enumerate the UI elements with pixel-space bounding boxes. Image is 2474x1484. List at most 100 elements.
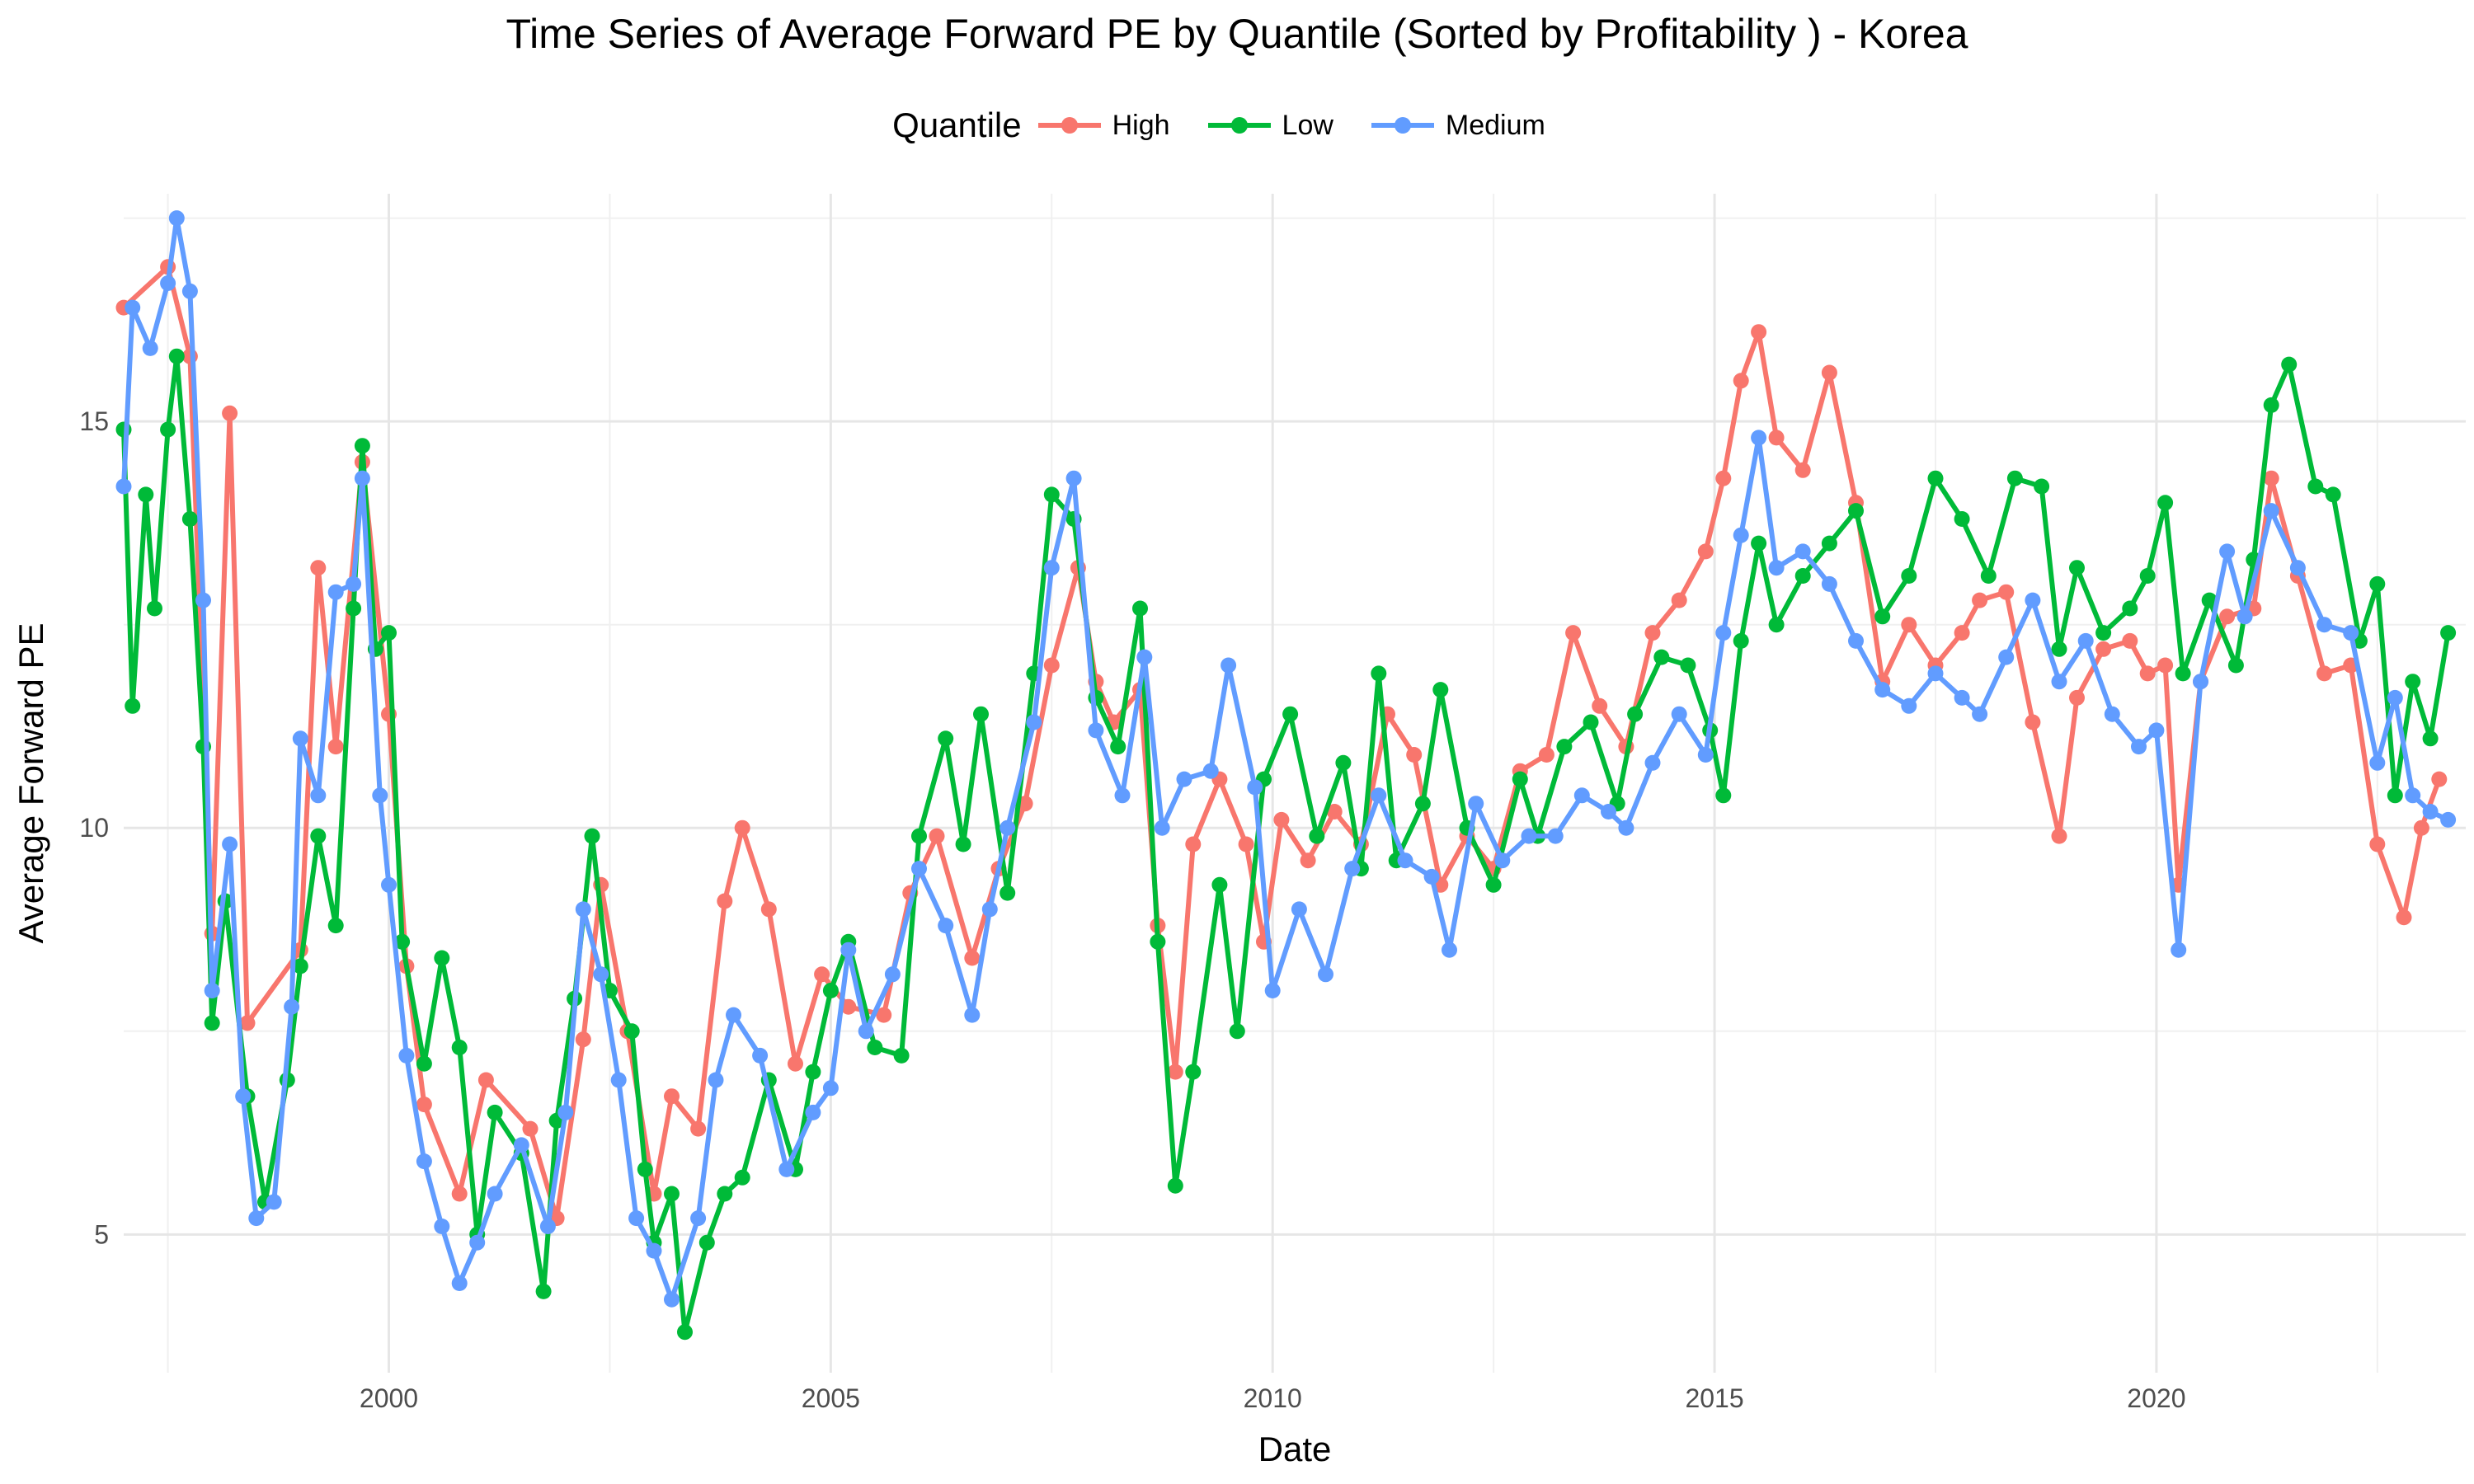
- data-point-medium: [2025, 592, 2041, 608]
- data-point-high: [2095, 641, 2112, 657]
- data-point-low: [1556, 739, 1573, 755]
- data-point-high: [1794, 462, 1811, 478]
- data-point-high: [522, 1120, 539, 1137]
- data-point-low: [1848, 503, 1864, 519]
- data-point-low: [416, 1055, 432, 1072]
- data-point-low: [1282, 706, 1299, 722]
- data-point-low: [2034, 478, 2050, 495]
- data-point-low: [822, 983, 839, 998]
- data-point-medium: [708, 1072, 724, 1088]
- data-point-low: [623, 1023, 640, 1040]
- data-point-medium: [2289, 560, 2306, 576]
- data-point-medium: [822, 1080, 839, 1097]
- data-point-low: [2227, 657, 2244, 674]
- data-point-medium: [2316, 617, 2332, 633]
- legend-item-low: Low: [1206, 109, 1333, 142]
- data-point-medium: [354, 470, 370, 486]
- legend-key-low: [1207, 117, 1271, 134]
- data-point-medium: [1848, 632, 1864, 649]
- data-point-low: [973, 706, 989, 722]
- data-point-medium: [778, 1161, 795, 1177]
- data-point-low: [168, 348, 185, 364]
- data-point-low: [637, 1161, 653, 1177]
- data-point-medium: [2051, 674, 2067, 690]
- legend-key-medium: [1371, 117, 1434, 134]
- data-point-low: [1150, 933, 1166, 950]
- data-point-medium: [1671, 706, 1687, 722]
- data-point-medium: [222, 836, 238, 852]
- data-point-high: [451, 1186, 468, 1202]
- data-point-medium: [1794, 543, 1811, 560]
- legend: Quantile High Low Medium: [0, 106, 2474, 145]
- data-point-medium: [1136, 649, 1153, 665]
- y-tick-label: 5: [94, 1219, 109, 1249]
- legend-key-high: [1037, 117, 1101, 134]
- data-point-low: [160, 421, 176, 438]
- data-point-low: [2405, 674, 2421, 690]
- data-point-high: [964, 950, 981, 966]
- data-point-high: [1406, 747, 1423, 763]
- data-point-high: [1326, 804, 1343, 819]
- data-point-high: [1043, 657, 1060, 674]
- data-point-low: [1309, 828, 1325, 844]
- data-point-medium: [1927, 665, 1944, 682]
- data-point-low: [911, 828, 927, 844]
- data-point-medium: [1176, 771, 1192, 787]
- data-point-medium: [1972, 706, 1988, 722]
- data-point-high: [1238, 836, 1254, 852]
- data-point-medium: [266, 1194, 282, 1210]
- data-point-low: [1733, 632, 1749, 649]
- data-point-low: [1583, 714, 1599, 730]
- data-point-medium: [469, 1234, 486, 1251]
- data-point-medium: [964, 1007, 981, 1023]
- data-point-medium: [1751, 430, 1767, 446]
- data-point-high: [2219, 608, 2236, 625]
- data-point-low: [2422, 730, 2439, 747]
- data-point-low: [2157, 495, 2174, 511]
- data-point-high: [1273, 811, 1290, 828]
- data-point-medium: [2219, 543, 2236, 560]
- x-tick-label: 2010: [1244, 1383, 1302, 1413]
- data-point-medium: [372, 787, 388, 804]
- data-point-low: [664, 1186, 680, 1202]
- data-point-medium: [2077, 632, 2094, 649]
- data-point-high: [2157, 657, 2174, 674]
- data-point-low: [2051, 641, 2067, 657]
- data-point-low: [327, 918, 344, 934]
- data-point-medium: [557, 1104, 574, 1120]
- data-point-medium: [1026, 714, 1042, 730]
- data-point-low: [1680, 657, 1696, 674]
- data-point-low: [893, 1047, 910, 1064]
- data-point-medium: [142, 340, 158, 356]
- data-point-medium: [575, 901, 591, 918]
- data-point-low: [1794, 568, 1811, 584]
- data-point-low: [394, 933, 411, 950]
- y-tick-label: 10: [79, 813, 109, 843]
- data-point-medium: [1901, 697, 1917, 714]
- legend-key-dot-low: [1230, 117, 1248, 134]
- data-point-low: [2387, 787, 2403, 804]
- data-point-medium: [1494, 852, 1511, 869]
- data-point-high: [1592, 697, 1608, 714]
- data-point-high: [1300, 852, 1316, 869]
- data-point-high: [327, 739, 344, 755]
- data-point-low: [535, 1283, 552, 1299]
- data-point-medium: [726, 1007, 741, 1023]
- data-point-medium: [1318, 966, 1333, 983]
- x-tick-label: 2005: [802, 1383, 860, 1413]
- data-point-low: [310, 828, 327, 844]
- data-point-high: [2413, 819, 2429, 836]
- data-point-high: [1751, 324, 1767, 340]
- data-point-medium: [248, 1210, 265, 1227]
- data-point-high: [1565, 625, 1582, 641]
- data-point-high: [788, 1055, 803, 1072]
- data-point-low: [1512, 771, 1528, 787]
- data-point-medium: [1998, 649, 2015, 665]
- data-point-medium: [284, 998, 300, 1015]
- data-point-medium: [168, 210, 185, 227]
- data-point-low: [1485, 876, 1502, 893]
- data-point-low: [999, 885, 1016, 901]
- data-point-medium: [911, 861, 927, 877]
